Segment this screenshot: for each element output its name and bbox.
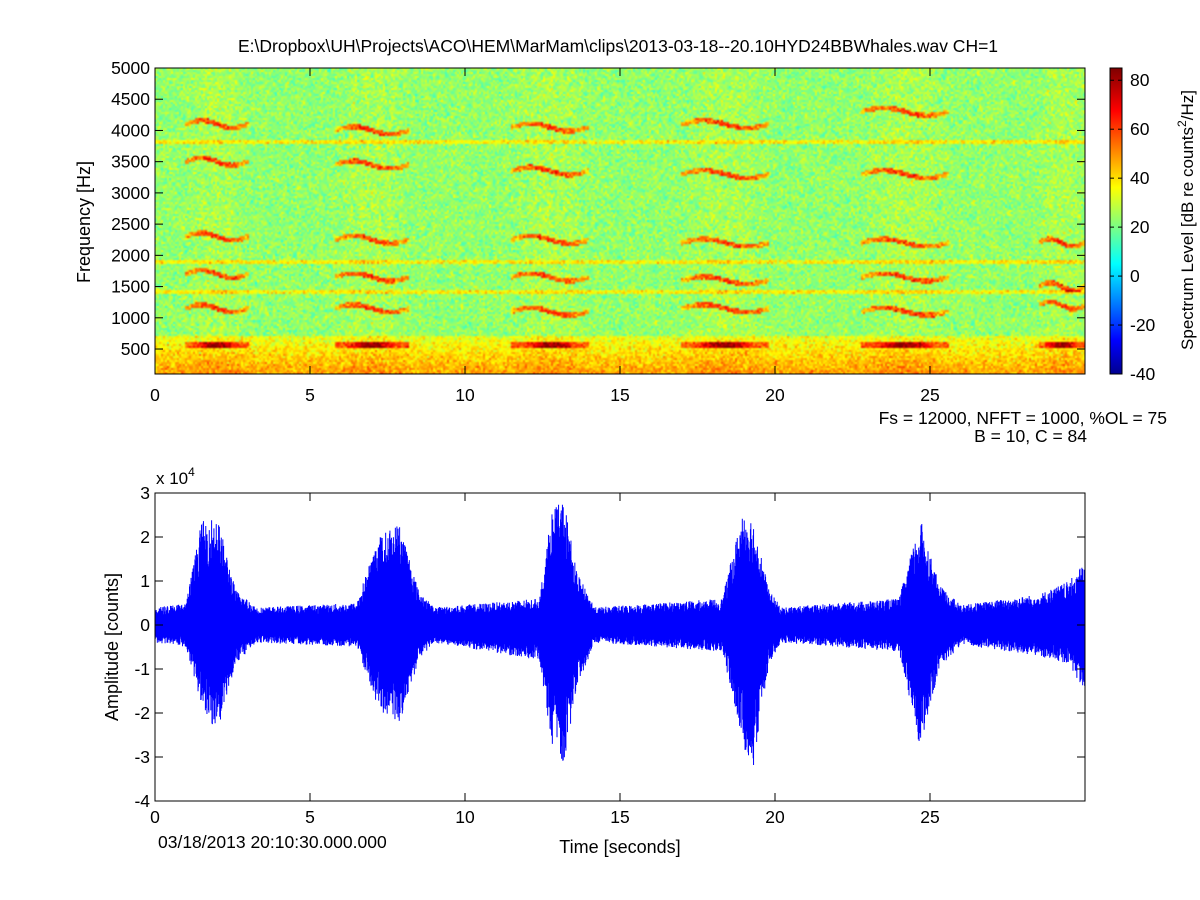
waveform-panel: x 104 0 5 10 15 20 25 -4 -3 -2 -1 0 1 2 3 Amplitude … (102, 465, 1086, 857)
y-tick-label: 4000 (111, 120, 150, 140)
x-tick-label: 20 (765, 385, 785, 405)
waveform-y-axis-label: Amplitude [counts] (102, 573, 122, 721)
x-tick-label: 25 (920, 385, 939, 405)
x-tick-label: 10 (455, 807, 475, 827)
y-tick-label: -1 (134, 659, 150, 679)
colorbar-tick-label: 60 (1130, 119, 1150, 139)
colorbar-label-main: Spectrum Level [dB re counts (1178, 127, 1197, 350)
colorbar-tick-label: 40 (1130, 168, 1150, 188)
y-tick-label: 1000 (111, 308, 150, 328)
y-tick-label: 500 (121, 339, 150, 359)
y-tick-label: 2 (140, 527, 150, 547)
waveform-start-timestamp: 03/18/2013 20:10:30.000.000 (158, 832, 387, 852)
y-tick-label: 2500 (111, 214, 150, 234)
x-tick-label: 15 (610, 385, 629, 405)
x-tick-label: 0 (150, 807, 160, 827)
y-tick-label: 3500 (111, 152, 150, 172)
spectrogram-params-line2: B = 10, C = 84 (974, 426, 1087, 446)
colorbar-label: Spectrum Level [dB re counts2/Hz] (1175, 90, 1197, 350)
x-tick-label: 10 (455, 385, 475, 405)
spectrogram-panel: E:\Dropbox\UH\Projects\ACO\HEM\MarMam\cl… (74, 36, 1167, 446)
x-tick-label: 15 (610, 807, 629, 827)
colorbar-ticks: -40 -20 0 20 40 60 80 (1110, 70, 1156, 384)
colorbar-tick-label: -40 (1130, 364, 1156, 384)
spectrogram-title: E:\Dropbox\UH\Projects\ACO\HEM\MarMam\cl… (238, 36, 998, 56)
x-tick-label: 20 (765, 807, 785, 827)
waveform-x-axis-label: Time [seconds] (559, 837, 680, 857)
y-tick-label: -4 (134, 791, 150, 811)
y-tick-label: 5000 (111, 58, 150, 78)
y-tick-label: 3 (140, 483, 150, 503)
y-tick-label: 4500 (111, 89, 150, 109)
y-tick-label: 0 (140, 615, 150, 635)
y-tick-label: 1 (140, 571, 150, 591)
spectrogram-y-axis-label: Frequency [Hz] (74, 161, 94, 283)
colorbar-tick-label: 80 (1130, 70, 1150, 90)
waveform-x-ticks: 0 5 10 15 20 25 (150, 493, 940, 827)
colorbar-gradient (1109, 67, 1123, 375)
spectrogram-y-ticks: 500 1000 1500 2000 2500 3000 3500 4000 4500 5000 (111, 58, 1085, 359)
x-tick-label: 0 (150, 385, 160, 405)
waveform-y-multiplier: x 104 (156, 465, 195, 488)
spectrogram-x-ticks: 0 5 10 15 20 25 (150, 68, 940, 405)
colorbar: -40 -20 0 20 40 60 80 Spectrum Level [dB re co… (1109, 67, 1197, 384)
y-tick-label: -3 (134, 747, 150, 767)
y-tick-label: 1500 (111, 277, 150, 297)
spectrogram-params-line1: Fs = 12000, NFFT = 1000, %OL = 75 (879, 408, 1167, 428)
y-tick-label: 2000 (111, 245, 150, 265)
waveform-y-multiplier-base: x 10 (156, 469, 188, 488)
y-tick-label: 3000 (111, 183, 150, 203)
waveform-y-multiplier-exponent: 4 (188, 465, 195, 479)
waveform-y-ticks: -4 -3 -2 -1 0 1 2 3 (134, 483, 1085, 811)
colorbar-label-end: /Hz] (1178, 90, 1197, 120)
spectrogram-image (155, 68, 1085, 374)
colorbar-label-superscript: 2 (1175, 120, 1189, 127)
y-tick-label: -2 (134, 703, 150, 723)
colorbar-tick-label: -20 (1130, 315, 1156, 335)
colorbar-tick-label: 0 (1130, 266, 1140, 286)
colorbar-tick-label: 20 (1130, 217, 1150, 237)
x-tick-label: 5 (305, 385, 315, 405)
x-tick-label: 5 (305, 807, 315, 827)
x-tick-label: 25 (920, 807, 939, 827)
